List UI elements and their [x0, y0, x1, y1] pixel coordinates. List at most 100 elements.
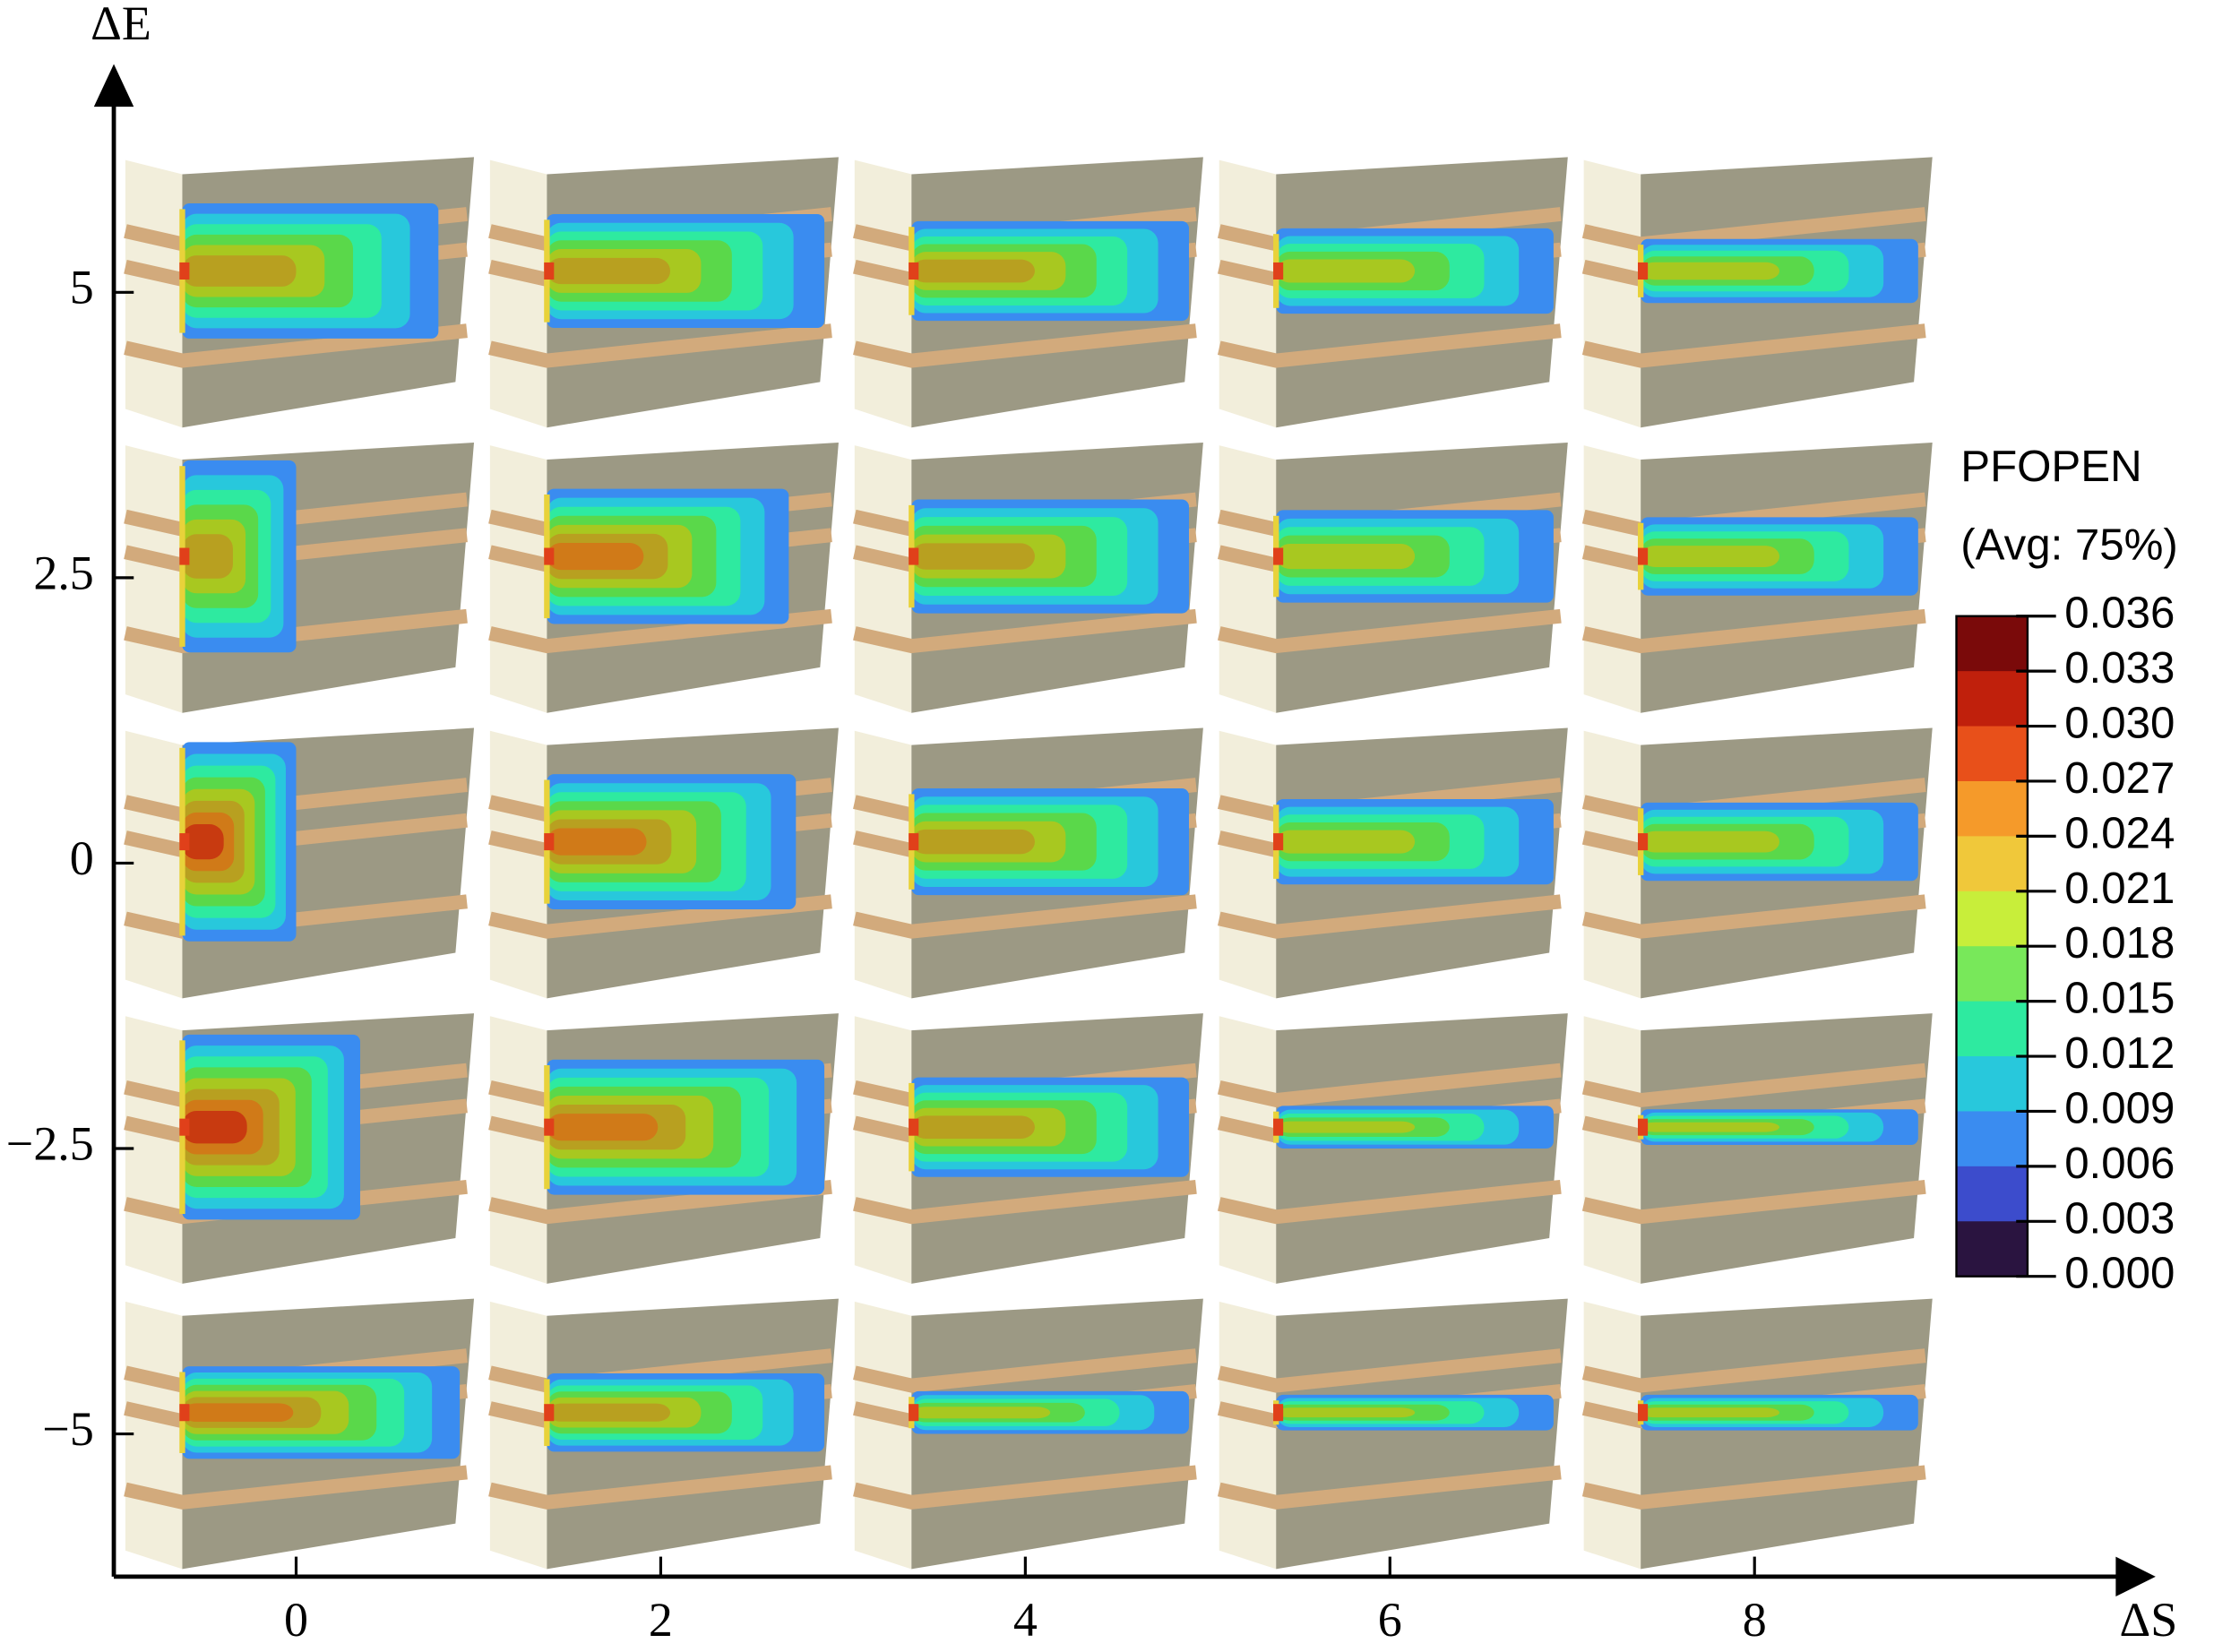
- x-tick-label: 2: [649, 1593, 673, 1647]
- colorbar-label: 0.024: [2064, 808, 2175, 857]
- legend-subtitle: (Avg: 75%): [1960, 520, 2178, 569]
- block-side: [125, 1016, 183, 1284]
- legend-title: PFOPEN: [1960, 442, 2141, 491]
- injection-point: [1637, 1118, 1649, 1136]
- fracture-contour: [1276, 543, 1416, 570]
- injection-point: [1637, 833, 1649, 851]
- layer-stripe: [1217, 894, 1562, 939]
- y-arrow: [93, 64, 134, 108]
- axes: 0 2 4 6 8 5 2.5 0 −2.5 −5: [6, 64, 2156, 1647]
- colorbar-segment: [1956, 946, 2028, 1002]
- layer-stripe: [1581, 1179, 1926, 1225]
- block: [1581, 157, 1933, 428]
- block-side: [1219, 1301, 1277, 1570]
- block-side: [125, 159, 183, 428]
- fracture-contour: [182, 255, 297, 287]
- block: [1217, 727, 1568, 999]
- block-side: [489, 1016, 547, 1284]
- injection-point: [909, 547, 919, 565]
- fracture-contour: [1641, 546, 1780, 567]
- colorbar-segment: [1956, 671, 2028, 727]
- y-tick-label: 0: [70, 831, 94, 885]
- block-side: [854, 159, 912, 428]
- layer-stripe: [488, 1465, 832, 1510]
- block-side: [1219, 730, 1277, 999]
- layer-stripe: [853, 323, 1197, 368]
- colorbar-label: 0.027: [2064, 753, 2175, 803]
- injection-point: [1637, 262, 1649, 280]
- fracture-contour: [911, 1407, 1051, 1419]
- block: [488, 1298, 839, 1570]
- injection-point: [544, 833, 555, 851]
- block: [1581, 442, 1933, 713]
- injection-point: [1273, 262, 1284, 280]
- fracture-contour: [1276, 1407, 1416, 1418]
- block-side: [125, 445, 183, 713]
- injection-point: [179, 262, 190, 280]
- block-side: [1583, 445, 1641, 713]
- block: [124, 157, 475, 428]
- injection-point: [179, 1404, 190, 1422]
- block: [853, 1013, 1203, 1284]
- block-side: [1583, 159, 1641, 428]
- layer-stripe: [1581, 1063, 1926, 1108]
- fracture-contour: [182, 823, 224, 860]
- block: [1217, 157, 1568, 428]
- fracture-contour: [1641, 262, 1780, 280]
- block: [124, 442, 475, 713]
- block: [488, 442, 839, 713]
- block: [853, 442, 1203, 713]
- colorbar-label: 0.015: [2064, 974, 2175, 1023]
- block-front: [1641, 1013, 1933, 1284]
- layer-stripe: [488, 1179, 832, 1225]
- block-side: [854, 1301, 912, 1570]
- fracture-contour: [547, 257, 671, 285]
- x-arrow: [2115, 1556, 2156, 1597]
- block-side: [489, 159, 547, 428]
- x-axis-label: ΔS: [2120, 1593, 2178, 1647]
- x-tick-label: 0: [284, 1593, 308, 1647]
- block: [488, 1013, 839, 1284]
- injection-point: [909, 1404, 919, 1422]
- colorbar-segment: [1956, 1166, 2028, 1223]
- layer-stripe: [124, 1465, 468, 1510]
- block-side: [489, 730, 547, 999]
- injection-point: [1273, 547, 1284, 565]
- colorbar-label: 0.012: [2064, 1028, 2175, 1078]
- block: [488, 727, 839, 999]
- panels: [124, 157, 1933, 1570]
- fracture-contour: [911, 1115, 1035, 1139]
- block: [124, 1298, 475, 1570]
- block-front: [1276, 1013, 1568, 1284]
- fracture-contour: [1641, 1122, 1780, 1132]
- block-side: [1583, 1301, 1641, 1570]
- layer-stripe: [1217, 323, 1562, 368]
- fracture-contour: [547, 1114, 659, 1141]
- fracture-contour: [1641, 830, 1780, 853]
- fracture-contour: [1276, 1121, 1416, 1133]
- block: [1217, 442, 1568, 713]
- layer-stripe: [853, 608, 1197, 654]
- colorbar-label: 0.018: [2064, 918, 2175, 968]
- block: [124, 1013, 475, 1284]
- injection-point: [1637, 547, 1649, 565]
- layer-stripe: [1217, 1063, 1562, 1108]
- layer-stripe: [1217, 1348, 1562, 1393]
- injection-point: [179, 833, 190, 851]
- injection-point: [544, 1404, 555, 1422]
- layer-stripe: [1581, 1348, 1926, 1393]
- block: [853, 157, 1203, 428]
- colorbar-label: 0.003: [2064, 1193, 2175, 1243]
- block: [853, 727, 1203, 999]
- y-tick-label: −2.5: [6, 1116, 94, 1170]
- colorbar-segment: [1956, 726, 2028, 782]
- fracture-contour: [547, 542, 644, 571]
- colorbar-label: 0.030: [2064, 699, 2175, 748]
- injection-point: [909, 262, 919, 280]
- fracture-contour: [911, 829, 1035, 855]
- block: [1581, 727, 1933, 999]
- y-axis-label: ΔE: [90, 0, 151, 50]
- fracture-contour: [547, 828, 647, 856]
- block-front: [1276, 1298, 1568, 1570]
- colorbar-label: 0.000: [2064, 1249, 2175, 1298]
